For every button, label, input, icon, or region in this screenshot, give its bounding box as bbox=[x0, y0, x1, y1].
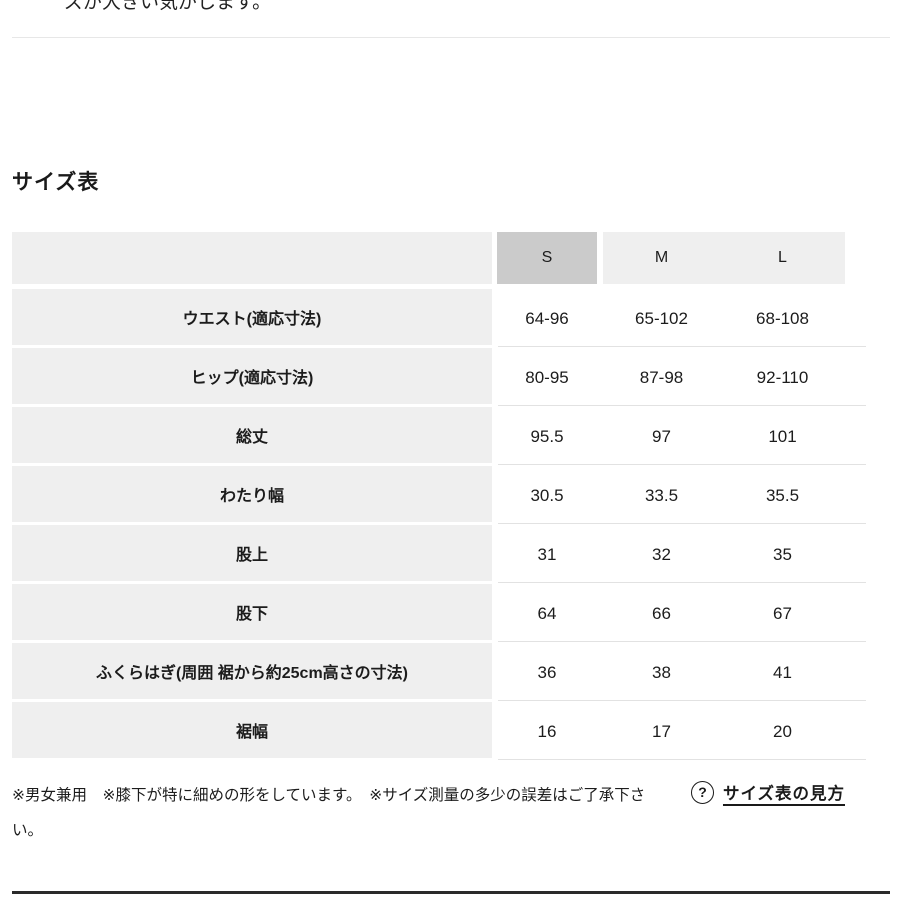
table-row-calf: ふくらはぎ(周囲 裾から約25cm高さの寸法) 36 38 41 bbox=[12, 643, 866, 702]
row-separator bbox=[498, 759, 866, 760]
size-table-header: S M L bbox=[12, 232, 866, 284]
table-row-hip: ヒップ(適応寸法) 80-95 87-98 92-110 bbox=[12, 348, 866, 407]
table-row-inseam: 股下 64 66 67 bbox=[12, 584, 866, 643]
header-cell-size-s: S bbox=[497, 232, 597, 284]
row-label: 総丈 bbox=[12, 407, 492, 463]
row-separator bbox=[498, 523, 866, 524]
header-cell-size-m: M bbox=[603, 232, 720, 284]
cell-m: 33.5 bbox=[644, 485, 679, 505]
table-row-thigh-width: わたり幅 30.5 33.5 35.5 bbox=[12, 466, 866, 525]
cell-m: 66 bbox=[652, 603, 671, 623]
cell-l: 92-110 bbox=[756, 367, 809, 387]
row-separator bbox=[498, 464, 866, 465]
row-label: わたり幅 bbox=[12, 466, 492, 522]
row-label: ヒップ(適応寸法) bbox=[12, 348, 492, 404]
cell-m: 32 bbox=[652, 544, 671, 564]
truncated-paragraph-text: ズが大きい気がします。 bbox=[64, 0, 272, 13]
section-divider bbox=[12, 37, 890, 38]
cell-m: 17 bbox=[652, 721, 671, 741]
cell-s: 64 bbox=[537, 603, 557, 623]
cell-l: 41 bbox=[773, 662, 792, 682]
cell-l: 67 bbox=[773, 603, 792, 623]
cell-s: 30.5 bbox=[530, 485, 564, 505]
row-separator bbox=[498, 700, 866, 701]
cell-l: 20 bbox=[773, 721, 792, 741]
cell-s: 36 bbox=[537, 662, 557, 682]
row-label: 股上 bbox=[12, 525, 492, 581]
cell-s: 31 bbox=[537, 544, 557, 564]
cell-m: 38 bbox=[652, 662, 671, 682]
size-table: S M L ウエスト(適応寸法) 64-96 65-102 68-108 ヒップ… bbox=[12, 232, 866, 761]
row-separator bbox=[498, 641, 866, 642]
cell-l: 68-108 bbox=[756, 308, 809, 328]
cell-s: 64-96 bbox=[525, 308, 569, 328]
size-chart-guide-label[interactable]: サイズ表の見方 bbox=[722, 785, 845, 803]
cell-s: 16 bbox=[537, 721, 557, 741]
cell-m: 65-102 bbox=[635, 308, 688, 328]
cell-l: 101 bbox=[768, 426, 797, 446]
question-mark-icon[interactable]: ? bbox=[690, 780, 714, 804]
cell-s: 80-95 bbox=[525, 367, 569, 387]
cell-l: 35 bbox=[773, 544, 792, 564]
cell-l: 35.5 bbox=[765, 485, 800, 505]
row-label: 裾幅 bbox=[12, 702, 492, 758]
size-notes-text: ※男女兼用 ※膝下が特に細めの形をしています。 ※サイズ測量の多少の誤差はご了承… bbox=[12, 787, 646, 839]
bottom-divider bbox=[12, 891, 890, 894]
cell-m: 87-98 bbox=[639, 367, 684, 387]
row-separator bbox=[498, 405, 866, 406]
table-row-rise: 股上 31 32 35 bbox=[12, 525, 866, 584]
size-table-notes-area: ※男女兼用 ※膝下が特に細めの形をしています。 ※サイズ測量の多少の誤差はご了承… bbox=[12, 778, 866, 848]
table-row-hem-width: 裾幅 16 17 20 bbox=[12, 702, 866, 761]
table-row-waist: ウエスト(適応寸法) 64-96 65-102 68-108 bbox=[12, 289, 866, 348]
table-row-total-length: 総丈 95.5 97 101 bbox=[12, 407, 866, 466]
row-label: ウエスト(適応寸法) bbox=[12, 289, 492, 345]
row-label: 股下 bbox=[12, 584, 492, 640]
row-label: ふくらはぎ(周囲 裾から約25cm高さの寸法) bbox=[12, 643, 492, 699]
row-separator bbox=[498, 582, 866, 583]
cell-s: 95.5 bbox=[530, 426, 564, 446]
size-chart-guide-link[interactable]: ? サイズ表の見方 bbox=[690, 780, 845, 804]
header-cell-empty bbox=[12, 232, 492, 284]
size-chart-title: サイズ表 bbox=[12, 171, 100, 194]
cell-m: 97 bbox=[652, 426, 671, 446]
header-cell-size-l: L bbox=[720, 232, 845, 284]
row-separator bbox=[498, 346, 866, 347]
